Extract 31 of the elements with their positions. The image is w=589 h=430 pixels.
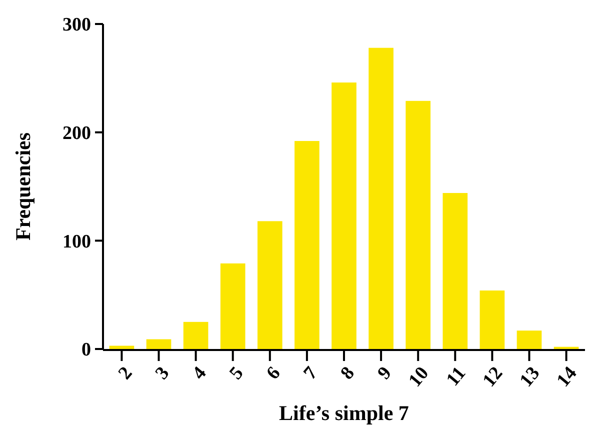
x-tick-label: 8 <box>336 362 359 384</box>
x-tick-label: 12 <box>478 362 508 392</box>
bar <box>332 82 356 349</box>
y-axis-title: Frequencies <box>11 132 35 241</box>
x-tick-label: 10 <box>404 362 434 392</box>
y-tick-label: 0 <box>82 340 91 361</box>
x-tick-label: 11 <box>442 362 470 390</box>
x-tick-label: 4 <box>188 362 212 384</box>
x-tick-label: 14 <box>552 362 582 392</box>
x-tick-label: 7 <box>300 362 322 384</box>
x-tick-label: 6 <box>262 362 285 384</box>
y-tick-label: 100 <box>62 231 91 252</box>
bar <box>257 221 282 349</box>
bar <box>480 290 505 349</box>
bar <box>109 346 134 349</box>
bar <box>183 322 208 349</box>
bar <box>442 193 468 349</box>
bar <box>516 330 542 349</box>
bar <box>220 263 246 349</box>
x-axis-title: Life’s simple 7 <box>279 401 409 425</box>
bar <box>406 100 431 349</box>
bar <box>368 48 394 349</box>
y-tick-label: 300 <box>62 14 91 36</box>
x-tick-label: 5 <box>226 362 248 384</box>
bar <box>294 141 320 349</box>
x-tick-label: 2 <box>114 362 137 384</box>
x-tick-label: 9 <box>374 362 396 384</box>
x-tick-label: 3 <box>151 362 174 384</box>
bar <box>146 339 172 349</box>
x-tick-label: 13 <box>516 362 544 392</box>
y-tick-label: 200 <box>62 122 91 144</box>
